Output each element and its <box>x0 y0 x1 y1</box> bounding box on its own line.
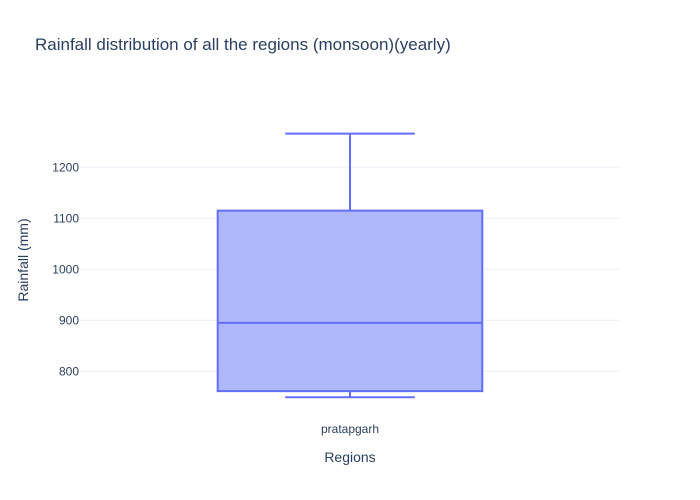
iqr-box <box>216 209 484 393</box>
box-pratapgarh <box>216 132 484 399</box>
chart-title: Rainfall distribution of all the regions… <box>35 35 451 54</box>
x-axis-ticks: pratapgarh <box>321 422 379 436</box>
x-axis-title: Regions <box>324 449 375 465</box>
y-tick-label: 800 <box>59 364 79 378</box>
y-tick-label: 1200 <box>52 160 79 174</box>
box-plot <box>216 132 484 399</box>
y-tick-label: 1100 <box>53 211 79 225</box>
y-tick-label: 1000 <box>52 262 79 276</box>
x-tick-label: pratapgarh <box>321 422 379 436</box>
y-axis-ticks: 800 900 1000 1100 1200 <box>52 160 79 378</box>
y-axis-title: Rainfall (mm) <box>15 218 31 301</box>
y-tick-label: 900 <box>59 313 79 327</box>
